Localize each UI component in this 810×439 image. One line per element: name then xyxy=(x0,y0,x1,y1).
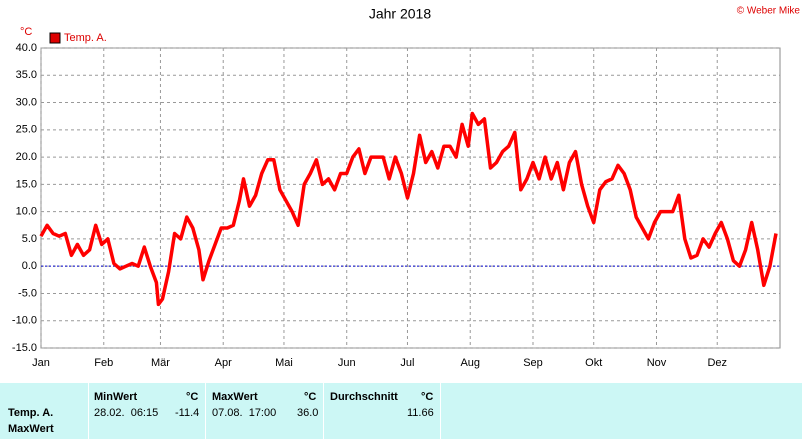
cell: 36.0 xyxy=(297,407,319,419)
y-tick-label: 0.0 xyxy=(22,260,37,272)
header: °C xyxy=(186,391,199,403)
row-label: Temp. A. xyxy=(8,407,54,419)
header: MaxWert xyxy=(212,391,258,403)
x-tick-label: Apr xyxy=(215,357,232,369)
x-tick-label: Aug xyxy=(460,357,480,369)
header: MinWert xyxy=(94,391,138,403)
sep xyxy=(440,383,441,439)
x-tick-label: Dez xyxy=(707,357,727,369)
cell: 11.66 xyxy=(407,407,434,419)
row-label: MaxWert xyxy=(8,423,54,435)
legend-swatch xyxy=(49,32,61,44)
sep xyxy=(323,383,324,439)
line-series xyxy=(39,111,778,307)
x-tick-label: Jun xyxy=(338,357,356,369)
y-tick-label: -15.0 xyxy=(12,342,37,354)
y-tick-label: 40.0 xyxy=(16,42,37,54)
cell: 28.02. 06:15 xyxy=(94,407,159,419)
chart: Jahr 2018 © Weber Mike °C Temp. A. 40.0 3… xyxy=(12,6,801,369)
cell: 07.08. 17:00 xyxy=(212,407,277,419)
y-tick-label: 25.0 xyxy=(16,124,37,136)
y-tick-label: 10.0 xyxy=(16,206,37,218)
sep xyxy=(88,383,89,439)
x-tick-label: Jul xyxy=(400,357,414,369)
y-tick-label: 30.0 xyxy=(16,96,37,108)
x-tick-label: Mär xyxy=(151,357,170,369)
y-tick-label: -5.0 xyxy=(18,287,37,299)
x-tick-label: Jan xyxy=(32,357,50,369)
y-tick-label: -10.0 xyxy=(12,315,37,327)
x-tick-label: Feb xyxy=(94,357,113,369)
y-unit: °C xyxy=(20,26,32,38)
copyright: © Weber Mike xyxy=(737,6,801,17)
x-tick-label: Okt xyxy=(585,357,602,369)
y-tick-label: 15.0 xyxy=(16,178,37,190)
stats-table: MinWert °C MaxWert °C Durchschnitt °C Te… xyxy=(0,383,802,439)
chart-title: Jahr 2018 xyxy=(369,6,431,22)
legend-label: Temp. A. xyxy=(64,32,107,44)
y-tick-label: 5.0 xyxy=(22,233,37,245)
plot-frame xyxy=(40,47,781,349)
x-tick-label: Nov xyxy=(647,357,667,369)
x-tick-label: Sep xyxy=(523,357,543,369)
cell: -11.4 xyxy=(175,407,200,419)
header: °C xyxy=(421,391,434,403)
header: Durchschnitt xyxy=(330,391,398,403)
header: °C xyxy=(304,391,317,403)
x-tick-label: Mai xyxy=(275,357,293,369)
y-tick-label: 35.0 xyxy=(16,69,37,81)
sep xyxy=(205,383,206,439)
y-tick-label: 20.0 xyxy=(16,151,37,163)
